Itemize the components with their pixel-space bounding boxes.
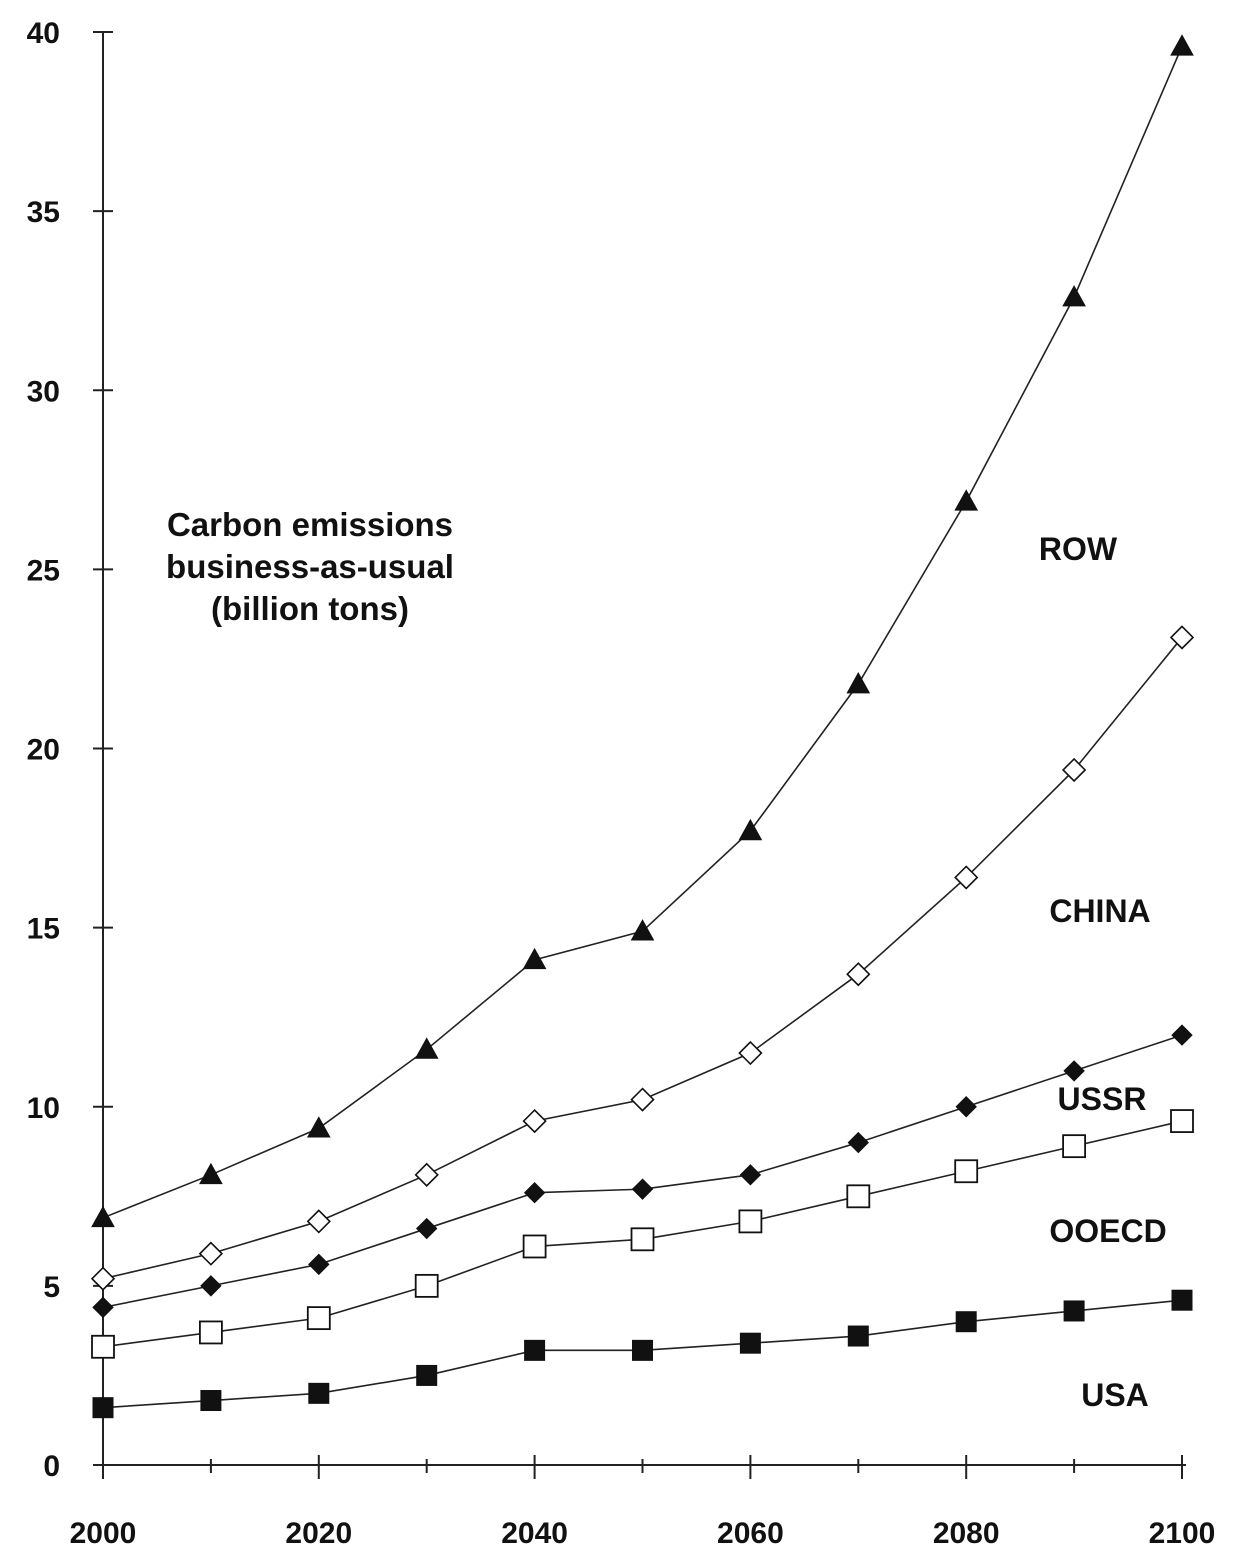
data-point-ussr	[308, 1253, 330, 1276]
y-axis-label-line: (billion tons)	[211, 590, 409, 627]
data-point-ussr	[847, 1131, 870, 1154]
data-point-row	[199, 1162, 223, 1185]
data-point-ooecd	[1062, 1134, 1086, 1159]
data-point-usa	[1063, 1300, 1085, 1322]
data-point-row	[630, 919, 655, 941]
data-point-china	[954, 865, 979, 890]
series-label-ooecd: OOECD	[1049, 1213, 1166, 1249]
data-point-row	[1062, 285, 1086, 307]
y-tick-label: 15	[27, 913, 60, 946]
data-point-row	[306, 1116, 331, 1138]
data-point-ussr	[631, 1178, 654, 1200]
data-point-china	[522, 1108, 547, 1134]
data-point-usa	[955, 1311, 977, 1333]
data-point-row	[91, 1205, 115, 1228]
data-point-usa	[1171, 1289, 1193, 1311]
x-tick-label: 2060	[717, 1517, 784, 1550]
x-tick-label: 2000	[70, 1517, 137, 1550]
y-tick-label: 40	[27, 17, 60, 50]
data-point-usa	[632, 1339, 653, 1361]
data-point-ooecd	[522, 1234, 547, 1259]
series-labels: ROW CHINA USSR OOECD USA	[1039, 531, 1167, 1413]
data-point-row	[954, 489, 979, 511]
y-tick-label: 20	[27, 734, 60, 767]
series-label-china: CHINA	[1049, 893, 1150, 929]
data-point-ooecd	[846, 1184, 871, 1209]
series-label-row: ROW	[1039, 531, 1118, 567]
data-point-ussr	[92, 1296, 114, 1319]
data-point-row	[414, 1037, 439, 1059]
data-point-usa	[308, 1382, 330, 1404]
data-point-china	[90, 1266, 116, 1291]
data-point-usa	[847, 1325, 869, 1347]
y-tick-label: 5	[43, 1271, 60, 1304]
y-axis-label-line: Carbon emissions	[167, 506, 453, 543]
data-point-ooecd	[306, 1306, 331, 1331]
series-lines	[102, 46, 1183, 1409]
data-point-ussr	[955, 1096, 977, 1118]
data-point-ussr	[200, 1275, 222, 1297]
y-axis-label: Carbon emissions business-as-usual (billio…	[166, 506, 454, 627]
y-tick-label: 25	[27, 554, 60, 587]
data-point-china	[198, 1241, 224, 1266]
x-tick-label: 2020	[285, 1517, 352, 1550]
data-point-row	[846, 671, 871, 694]
data-point-ooecd	[630, 1227, 655, 1252]
data-point-ussr	[1171, 1024, 1193, 1046]
data-point-ussr	[415, 1217, 438, 1240]
data-point-row	[1170, 34, 1194, 56]
y-tick-label: 0	[43, 1450, 60, 1483]
data-point-ooecd	[954, 1159, 979, 1184]
y-tick-label: 30	[27, 375, 60, 408]
data-point-usa	[524, 1339, 546, 1361]
x-tick-label: 2100	[1149, 1517, 1216, 1550]
data-point-usa	[739, 1332, 761, 1354]
data-point-ooecd	[414, 1273, 439, 1298]
data-point-ussr	[523, 1182, 546, 1204]
data-point-usa	[92, 1397, 114, 1419]
data-point-china	[738, 1040, 763, 1066]
data-point-ooecd	[738, 1209, 763, 1234]
x-tick-label: 2040	[501, 1517, 568, 1550]
data-point-china	[306, 1209, 331, 1234]
series-label-ussr: USSR	[1058, 1081, 1147, 1117]
y-tick-label: 35	[27, 196, 60, 229]
data-point-china	[414, 1162, 439, 1187]
data-point-usa	[200, 1390, 222, 1412]
data-point-china	[1169, 625, 1195, 650]
data-point-ooecd	[91, 1334, 115, 1359]
x-tick-label: 2080	[933, 1517, 1000, 1550]
series-line-row	[102, 46, 1183, 1219]
data-point-china	[1061, 757, 1087, 783]
data-point-row	[522, 947, 547, 970]
y-axis-label-line: business-as-usual	[166, 548, 454, 585]
data-point-ussr	[1063, 1060, 1085, 1082]
data-point-usa	[416, 1364, 438, 1386]
y-tick-label: 10	[27, 1092, 60, 1125]
data-point-china	[630, 1087, 655, 1112]
data-point-row	[738, 818, 763, 841]
data-point-ussr	[739, 1164, 762, 1186]
series-line-ussr	[102, 1034, 1183, 1309]
data-point-ooecd	[198, 1320, 223, 1345]
series-markers	[90, 34, 1195, 1419]
data-point-ooecd	[1170, 1109, 1194, 1133]
series-label-usa: USA	[1081, 1377, 1149, 1413]
data-point-china	[846, 962, 871, 987]
axes: 0 5 10 15 20 25 30 35 40 2000 2020 2040 2060 2080 2100	[27, 17, 1216, 1550]
